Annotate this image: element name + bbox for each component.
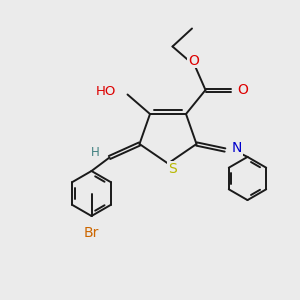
Text: Br: Br [84, 226, 99, 240]
Text: S: S [168, 162, 177, 176]
Text: O: O [188, 54, 199, 68]
Text: H: H [91, 146, 100, 160]
Text: HO: HO [96, 85, 116, 98]
Text: N: N [232, 142, 242, 155]
Text: O: O [238, 83, 248, 97]
